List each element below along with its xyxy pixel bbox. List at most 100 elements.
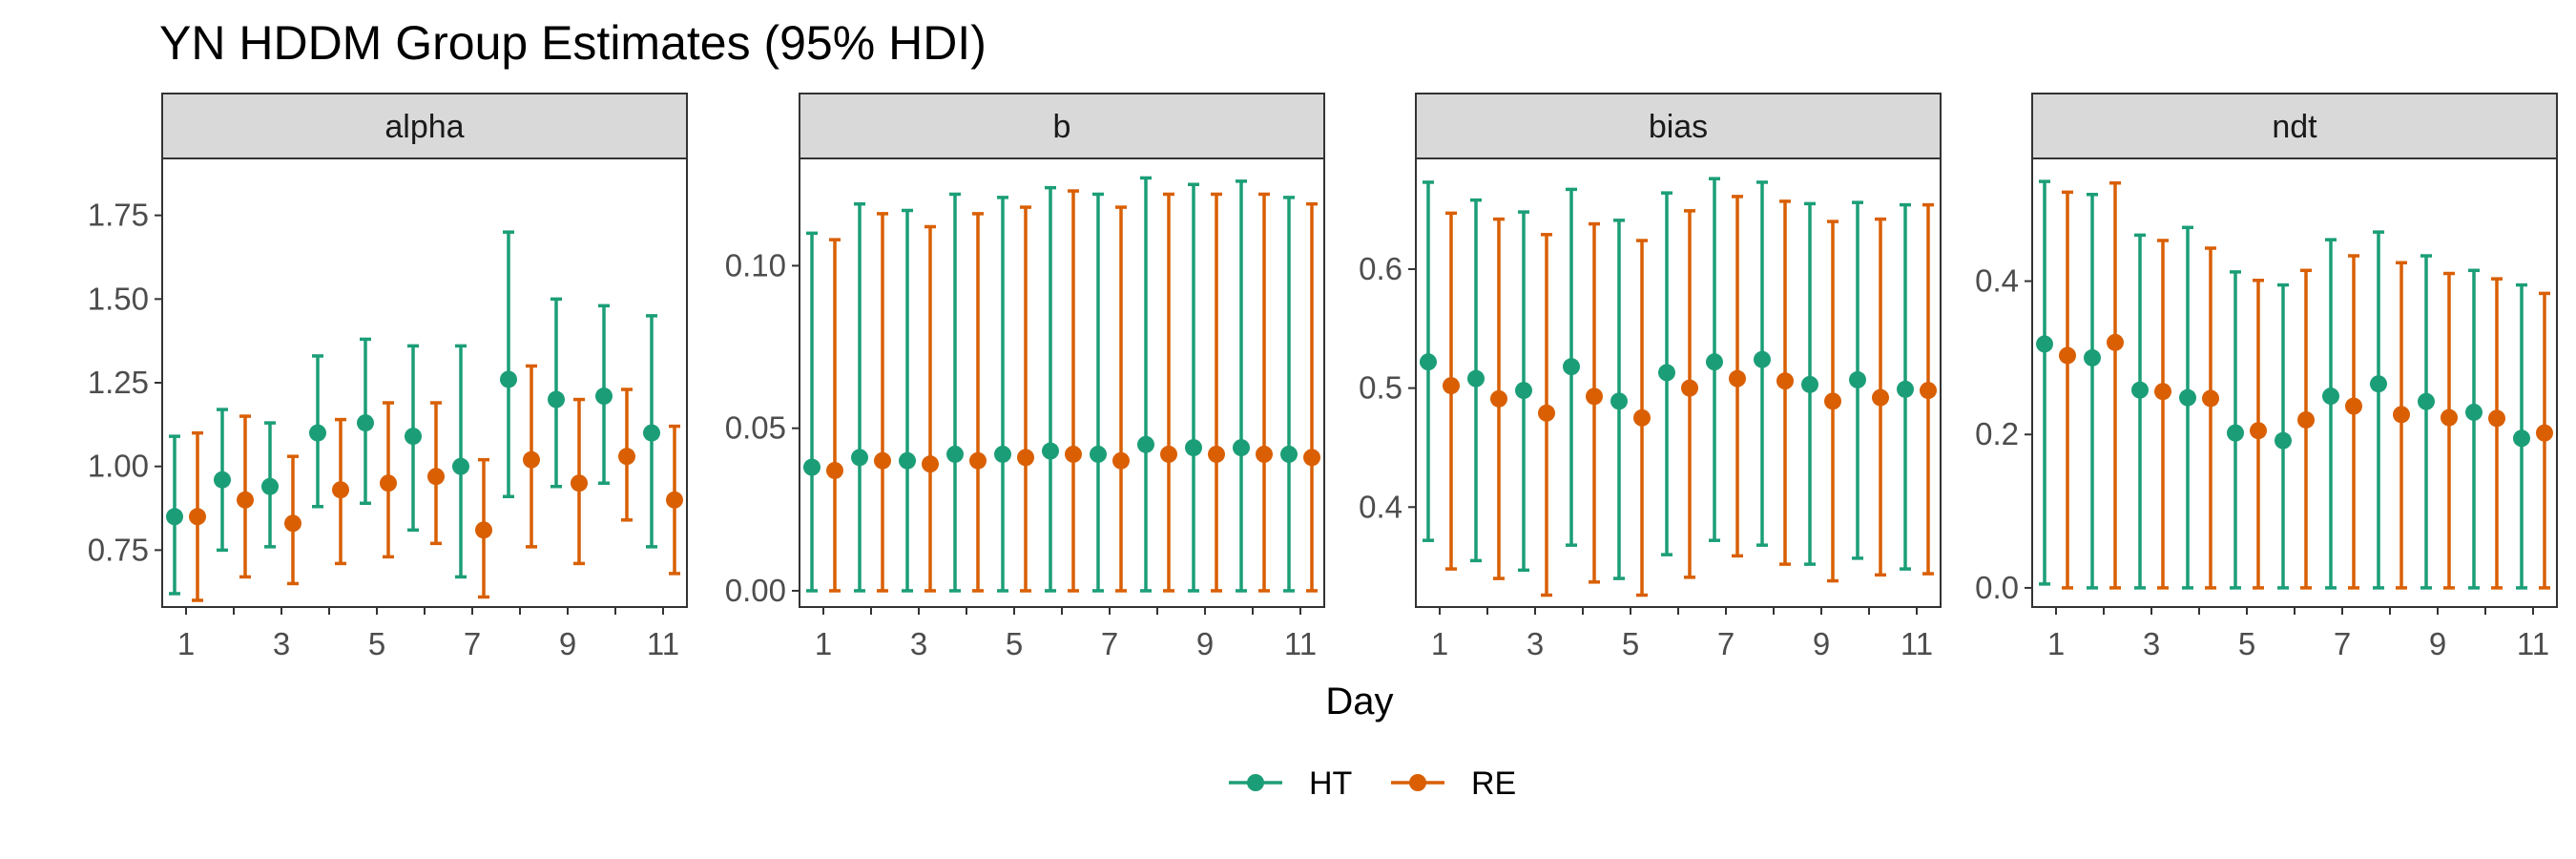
point-HT bbox=[1467, 369, 1485, 388]
point-RE bbox=[826, 461, 843, 479]
point-RE bbox=[332, 481, 349, 499]
legend-key-point bbox=[1247, 774, 1264, 791]
point-HT bbox=[1754, 350, 1771, 368]
point-RE bbox=[571, 474, 588, 492]
x-tick-label: 7 bbox=[1717, 626, 1735, 661]
point-HT bbox=[2418, 392, 2435, 410]
y-tick-label: 0.0 bbox=[1975, 570, 2019, 605]
x-tick-label: 9 bbox=[1196, 626, 1214, 661]
point-HT bbox=[1515, 382, 1532, 400]
x-tick-label: 3 bbox=[2143, 626, 2160, 661]
y-tick-label: 0.2 bbox=[1975, 416, 2019, 451]
point-HT bbox=[851, 449, 868, 467]
point-HT bbox=[1420, 353, 1437, 371]
panel-border bbox=[161, 157, 688, 608]
legend-label: HT bbox=[1309, 765, 1352, 802]
facet-panel-alpha: alpha 0.75 1.00 1.25 1.50 1.75 1 3 5 7 9 11 bbox=[88, 93, 688, 661]
point-RE bbox=[1443, 377, 1460, 395]
point-HT bbox=[2275, 431, 2292, 450]
point-RE bbox=[1303, 449, 1320, 467]
point-HT bbox=[2227, 424, 2244, 442]
x-tick-label: 1 bbox=[1431, 626, 1448, 661]
point-RE bbox=[2345, 397, 2362, 415]
point-HT bbox=[803, 458, 821, 476]
facet-panel-ndt: ndt 0.0 0.2 0.4 1 3 5 7 9 11 bbox=[1975, 93, 2558, 661]
point-HT bbox=[1801, 375, 1818, 393]
x-tick-label: 9 bbox=[1813, 626, 1830, 661]
point-RE bbox=[2488, 409, 2505, 428]
legend-label: RE bbox=[1471, 765, 1516, 802]
point-RE bbox=[922, 455, 939, 473]
point-RE bbox=[1729, 369, 1746, 388]
point-HT bbox=[899, 451, 916, 470]
point-RE bbox=[1920, 382, 1937, 400]
point-HT bbox=[595, 388, 613, 406]
point-HT bbox=[2131, 381, 2149, 399]
y-tick-label: 0.4 bbox=[1359, 489, 1402, 524]
point-HT bbox=[500, 370, 517, 388]
y-tick-label: 1.00 bbox=[88, 449, 149, 484]
point-RE bbox=[2250, 422, 2267, 440]
x-tick-label: 3 bbox=[910, 626, 927, 661]
point-HT bbox=[2513, 430, 2530, 448]
point-RE bbox=[1256, 445, 1273, 463]
facet-strip-label: bias bbox=[1649, 109, 1708, 145]
point-RE bbox=[189, 508, 206, 526]
y-tick-label: 0.6 bbox=[1359, 251, 1402, 286]
point-RE bbox=[618, 448, 635, 466]
y-tick-label: 0.10 bbox=[725, 247, 786, 283]
legend-item-RE: RE bbox=[1391, 765, 1516, 802]
point-HT bbox=[1185, 439, 1202, 457]
point-HT bbox=[548, 390, 565, 409]
x-tick-label: 7 bbox=[1101, 626, 1118, 661]
point-RE bbox=[666, 491, 683, 509]
facet-strip-label: alpha bbox=[384, 109, 464, 145]
x-tick-label: 9 bbox=[2429, 626, 2446, 661]
point-RE bbox=[2107, 333, 2124, 351]
x-tick-label: 1 bbox=[177, 626, 195, 661]
point-HT bbox=[1090, 445, 1107, 463]
x-tick-label: 1 bbox=[815, 626, 832, 661]
point-HT bbox=[643, 424, 660, 442]
x-tick-label: 7 bbox=[464, 626, 481, 661]
point-RE bbox=[2297, 410, 2315, 429]
point-HT bbox=[1137, 435, 1154, 453]
point-RE bbox=[2536, 424, 2553, 442]
x-tick-label: 9 bbox=[559, 626, 576, 661]
point-HT bbox=[2465, 403, 2483, 421]
facet-panel-bias: bias 0.4 0.5 0.6 1 3 5 7 9 11 bbox=[1359, 93, 1942, 661]
y-tick-label: 0.75 bbox=[88, 532, 149, 567]
point-RE bbox=[1160, 445, 1177, 463]
point-RE bbox=[1776, 372, 1794, 390]
point-RE bbox=[2393, 406, 2410, 424]
facet-strip-label: b bbox=[1053, 109, 1071, 145]
point-HT bbox=[946, 445, 964, 463]
point-HT bbox=[405, 428, 422, 446]
panel-border bbox=[2031, 157, 2558, 608]
point-RE bbox=[380, 474, 397, 492]
y-tick-label: 0.05 bbox=[725, 410, 786, 446]
point-RE bbox=[1681, 379, 1698, 397]
point-HT bbox=[2084, 348, 2101, 367]
y-tick-label: 0.5 bbox=[1359, 370, 1402, 406]
point-HT bbox=[309, 424, 326, 442]
point-RE bbox=[1490, 389, 1507, 408]
point-RE bbox=[1538, 404, 1555, 422]
point-HT bbox=[1233, 439, 1250, 457]
point-HT bbox=[2036, 335, 2053, 353]
point-HT bbox=[261, 477, 279, 495]
legend-item-HT: HT bbox=[1229, 765, 1352, 802]
x-tick-label: 1 bbox=[2047, 626, 2065, 661]
point-RE bbox=[427, 468, 445, 486]
point-HT bbox=[1706, 353, 1723, 371]
x-tick-label: 11 bbox=[1284, 626, 1317, 661]
point-RE bbox=[1112, 451, 1130, 470]
point-HT bbox=[214, 471, 231, 489]
point-RE bbox=[1065, 445, 1082, 463]
point-RE bbox=[1872, 388, 1889, 407]
point-HT bbox=[1658, 364, 1675, 382]
facet-strip-label: ndt bbox=[2272, 109, 2317, 145]
point-RE bbox=[1824, 392, 1841, 410]
point-HT bbox=[1610, 392, 1628, 410]
